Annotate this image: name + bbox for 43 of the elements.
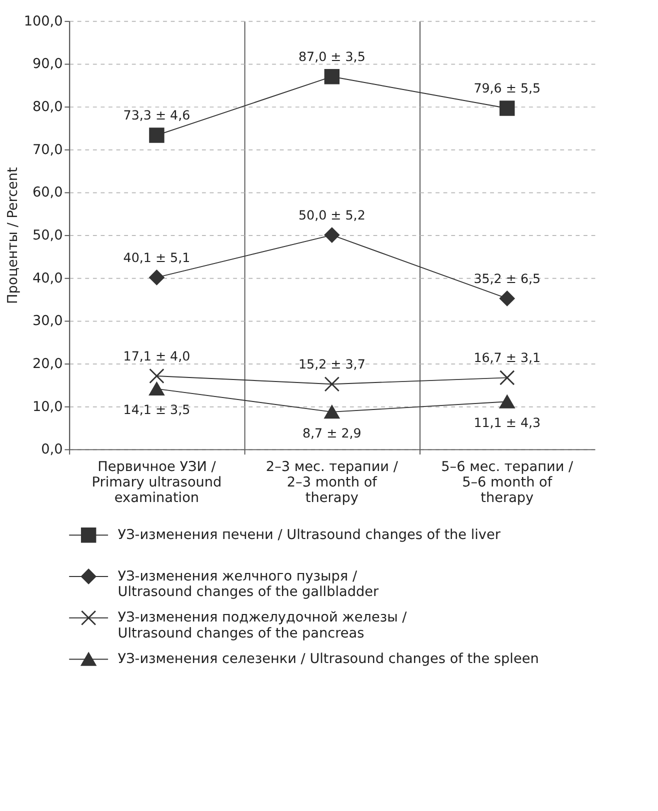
data-label: 35,2 ± 6,5 [474, 270, 541, 286]
x-tick-label: 2–3 мес. терапии / 2–3 month of therapy [266, 459, 398, 506]
point [500, 394, 515, 408]
data-label: 15,2 ± 3,7 [298, 356, 366, 372]
y-tick-label: 10,0 [32, 398, 63, 415]
data-label: 73,3 ± 4,6 [123, 108, 190, 123]
y-tick-label: 90,0 [32, 56, 63, 72]
point [324, 227, 340, 243]
legend-label: УЗ-изменения печени / Ultrasound changes of the liver [118, 527, 501, 543]
x-tick-label: 5–6 мес. терапии / 5–6 month of therapy [441, 459, 574, 506]
y-tick-label: 50,0 [32, 227, 63, 244]
y-tick-label: 40,0 [32, 270, 63, 286]
point [500, 290, 515, 306]
data-label: 50,0 ± 5,2 [298, 207, 366, 222]
y-tick-label: 70,0 [32, 142, 63, 158]
data-label: 40,1 ± 5,1 [123, 250, 190, 265]
x-tick-label: Первичное УЗИ / Primary ultrasound examination [92, 459, 222, 506]
legend-label: УЗ-изменения поджелудочной железы / Ultrasound changes of the pancreas [118, 610, 408, 642]
data-label: 16,7 ± 3,1 [474, 350, 541, 366]
point [324, 405, 340, 419]
y-tick-label: 60,0 [32, 184, 63, 201]
point [500, 370, 515, 386]
point [324, 376, 340, 392]
legend-label: УЗ-изменения желчного пузыря / Ultrasound changes of the gallbladder [118, 568, 379, 600]
y-tick-label: 30,0 [32, 313, 63, 330]
y-axis-title: Проценты / Percent [4, 166, 21, 304]
y-tick-label: 80,0 [32, 98, 63, 115]
point [149, 368, 164, 384]
point [149, 128, 164, 143]
data-label: 14,1 ± 3,5 [123, 402, 190, 418]
legend-label: УЗ-изменения селезенки / Ultrasound changes of the spleen [118, 651, 539, 668]
y-tick-label: 20,0 [32, 356, 63, 372]
data-label: 17,1 ± 4,0 [123, 348, 190, 364]
point [149, 270, 164, 286]
point [149, 382, 164, 396]
y-tick-label: 0,0 [41, 442, 63, 458]
data-label: 8,7 ± 2,9 [302, 425, 362, 440]
data-label: 87,0 ± 3,5 [298, 49, 366, 64]
data-label: 11,1 ± 4,3 [474, 414, 541, 430]
point [500, 100, 515, 116]
data-label: 79,6 ± 5,5 [474, 80, 541, 96]
point [324, 68, 340, 84]
y-tick-label: 100,0 [24, 13, 63, 30]
